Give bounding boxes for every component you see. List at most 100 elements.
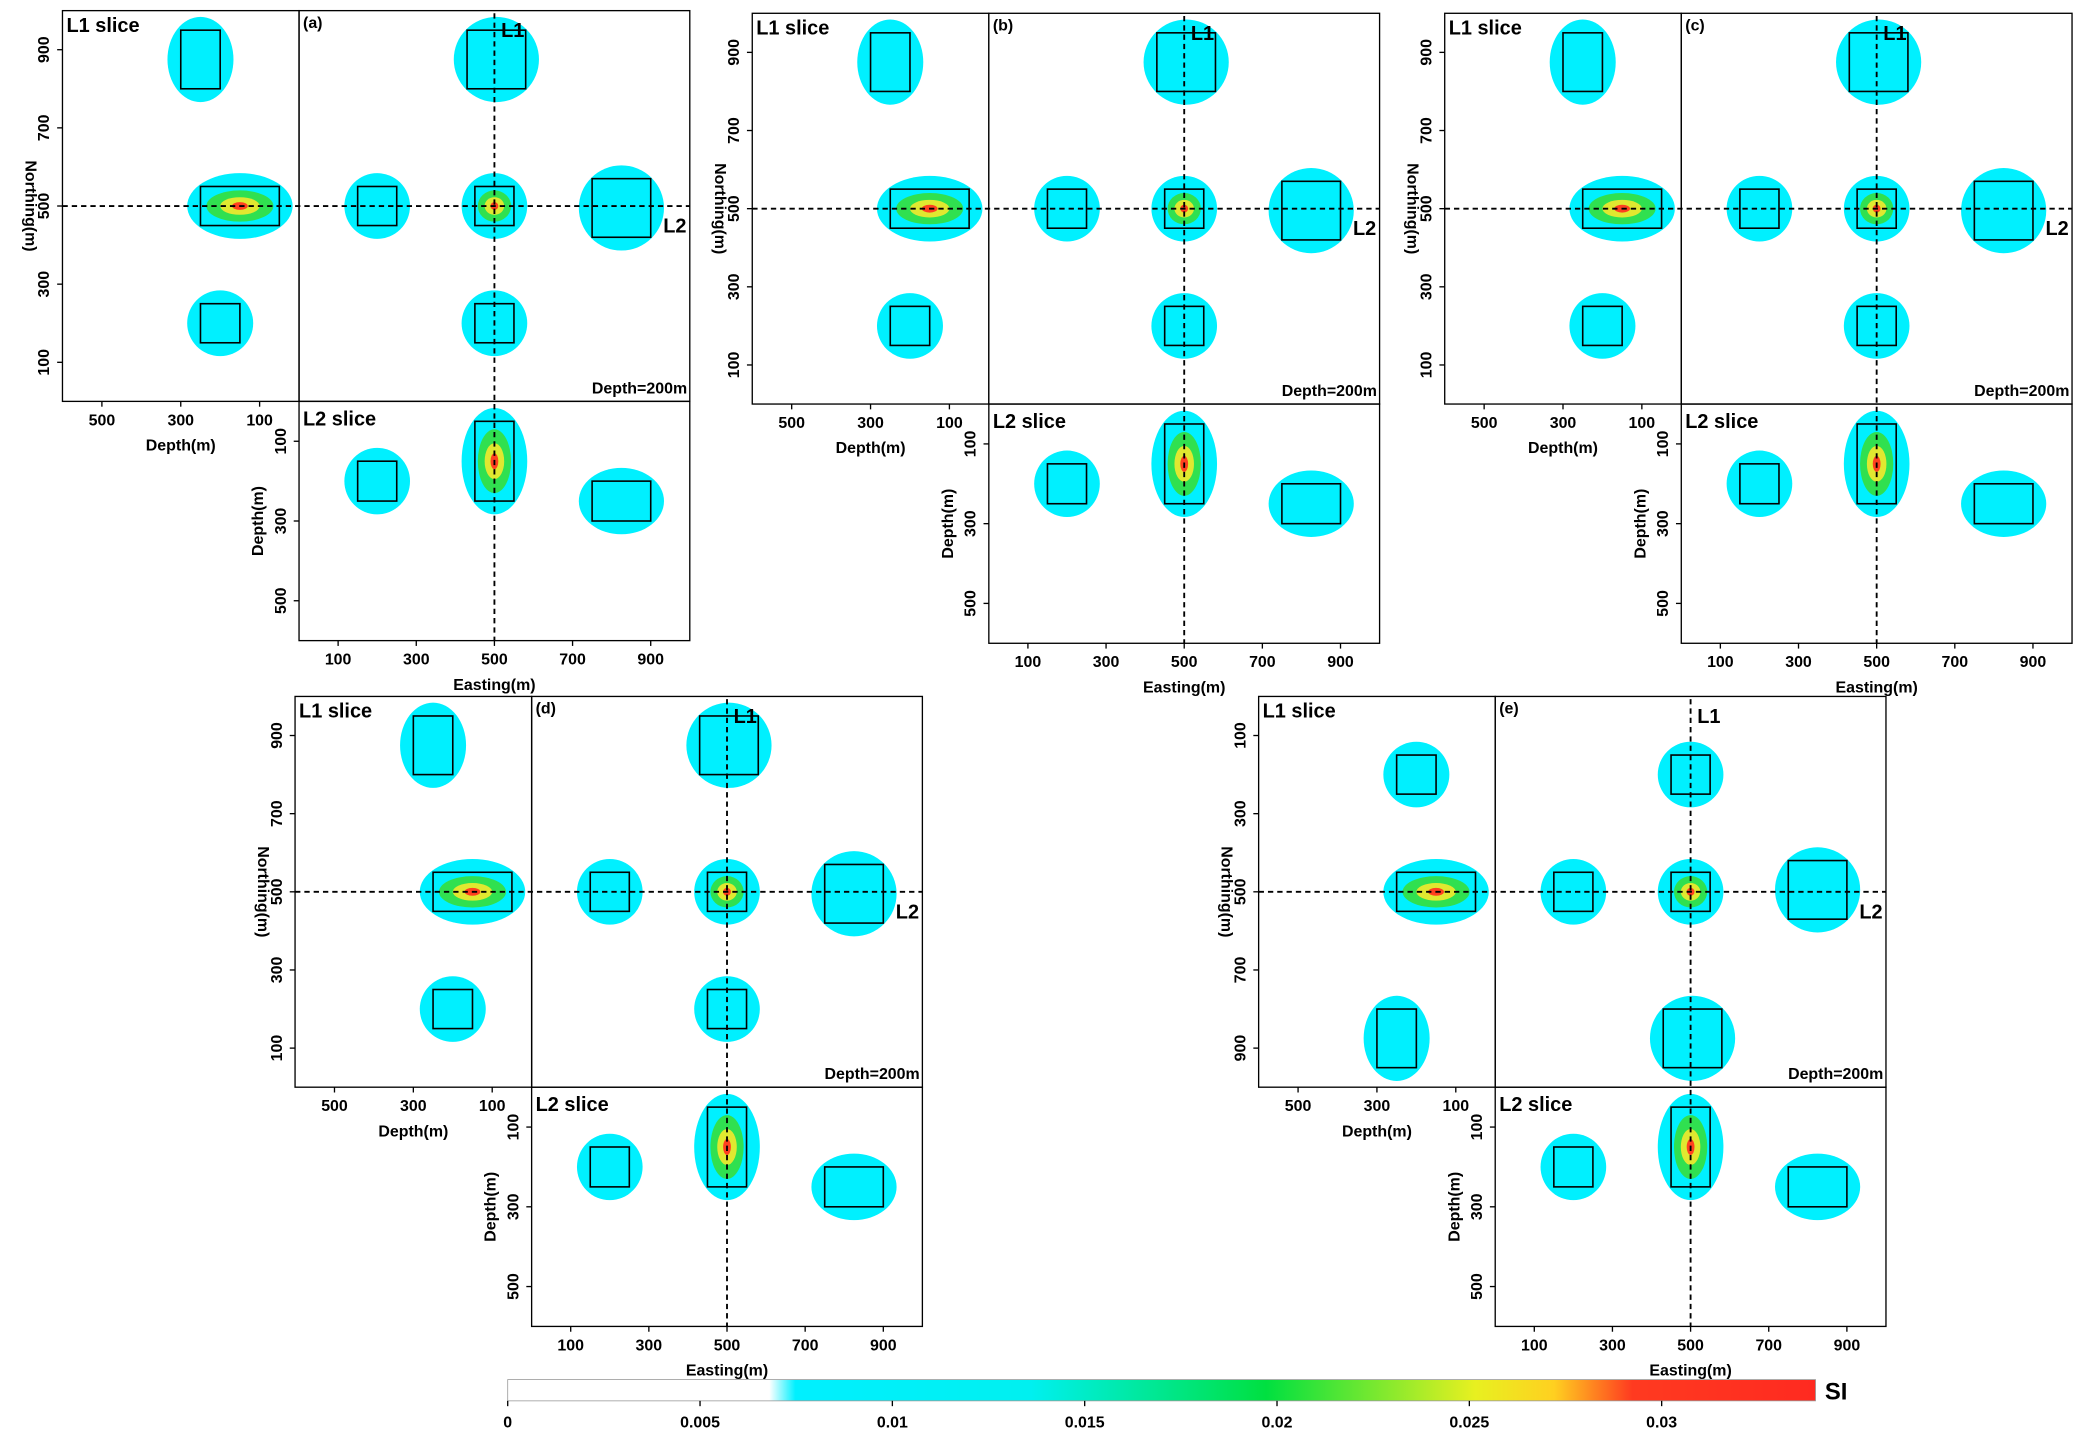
x-tick-label: 700: [792, 1337, 819, 1354]
profile-label: L2: [2045, 218, 2068, 240]
x-tick-label: 300: [167, 412, 194, 429]
y-tick-label: 700: [1232, 957, 1249, 984]
x-tick-label: 100: [246, 412, 273, 429]
anomaly: [1363, 995, 1430, 1081]
colorbar-tick-label: 0.03: [1646, 1414, 1677, 1431]
x-tick-label: 300: [1599, 1337, 1626, 1354]
y-tick-label: 100: [1655, 430, 1672, 457]
x-tick-label: 500: [321, 1098, 348, 1115]
depth-note: Depth=200m: [1974, 383, 2069, 400]
y-tick-label: 900: [269, 722, 286, 749]
x-tick-label: 500: [89, 412, 116, 429]
anomaly: [400, 702, 467, 788]
axis-label: Depth(m): [250, 486, 267, 556]
depth-note: Depth=200m: [1788, 1066, 1883, 1083]
prism: [1787, 859, 1848, 920]
x-tick-label: 900: [1327, 654, 1354, 671]
axis-label: Easting(m): [686, 1363, 768, 1380]
anomaly: [578, 467, 665, 535]
y-tick-label: 900: [1232, 1035, 1249, 1062]
colorbar: [507, 1379, 1816, 1402]
anomaly: [1549, 19, 1616, 105]
x-tick-label: 300: [1364, 1098, 1391, 1115]
panel: L1 L2 L1 slice L2 slice (c) Depth=200m 100 300 5…: [1403, 12, 2073, 696]
y-tick-label: 900: [1418, 39, 1435, 66]
anomaly: [453, 16, 539, 103]
x-tick-label: 300: [403, 652, 430, 669]
prism: [1395, 754, 1437, 795]
panel: L1 L2 L1 slice L2 slice (b) Depth=200m 100 300 5…: [711, 12, 1381, 696]
y-tick-label: 500: [505, 1273, 522, 1300]
axis-label: Depth(m): [1528, 440, 1598, 457]
prism: [1787, 1166, 1848, 1208]
anomaly: [344, 173, 411, 239]
prism: [1281, 180, 1342, 241]
y-tick-label: 500: [1232, 878, 1249, 905]
panel-label: (b): [993, 18, 1013, 35]
y-tick-label: 100: [36, 349, 53, 376]
anomaly: [686, 702, 772, 788]
profile-label: L1: [1697, 706, 1720, 728]
axis-label: Depth(m): [836, 440, 906, 457]
prism: [869, 32, 911, 93]
prism: [589, 871, 631, 913]
prism: [1156, 32, 1217, 93]
x-tick-label: 500: [1471, 415, 1498, 432]
depth-note: Depth=200m: [592, 380, 687, 397]
y-tick-label: 100: [1418, 352, 1435, 379]
prism: [179, 29, 221, 90]
y-tick-label: 300: [1655, 510, 1672, 537]
axis-label: Northing(m): [711, 163, 728, 254]
prism: [823, 1166, 885, 1208]
y-tick-label: 500: [1655, 590, 1672, 617]
anomaly: [1268, 470, 1354, 537]
y-tick-label: 100: [1469, 1114, 1486, 1141]
y-tick-label: 700: [1418, 117, 1435, 144]
slice-title: L1 slice: [1449, 18, 1522, 40]
x-tick-label: 900: [870, 1337, 897, 1354]
y-tick-label: 100: [1232, 722, 1249, 749]
x-tick-label: 300: [636, 1337, 663, 1354]
x-tick-label: 500: [778, 415, 805, 432]
prism: [412, 715, 454, 776]
y-tick-label: 500: [726, 195, 743, 222]
x-tick-label: 100: [325, 652, 352, 669]
x-tick-label: 700: [1249, 654, 1276, 671]
prism: [356, 185, 398, 227]
prism: [1662, 1008, 1723, 1069]
anomaly: [1034, 450, 1100, 518]
x-tick-label: 100: [479, 1098, 506, 1115]
axis-label: Depth(m): [1342, 1123, 1412, 1140]
axis-label: Northing(m): [21, 160, 38, 251]
y-tick-label: 300: [1232, 800, 1249, 827]
x-tick-label: 300: [1550, 415, 1577, 432]
slice-title: L2 slice: [1685, 411, 1758, 433]
depth-note: Depth=200m: [824, 1066, 919, 1083]
prism: [356, 460, 398, 502]
slice-title: L1 slice: [66, 15, 139, 37]
x-tick-label: 500: [481, 652, 508, 669]
colorbar-tick-label: 0: [503, 1414, 512, 1431]
anomaly: [187, 290, 254, 357]
panel: L1 L2 L1 slice L2 slice (a) Depth=200m 100 300 5…: [21, 9, 691, 694]
y-tick-label: 100: [273, 428, 290, 455]
panel-label: (e): [1499, 701, 1518, 718]
anomaly: [1961, 168, 2047, 254]
anomaly: [1774, 1153, 1861, 1221]
x-tick-label: 100: [1629, 415, 1656, 432]
anomaly: [1540, 858, 1607, 925]
colorbar-tick-label: 0.015: [1065, 1414, 1105, 1431]
y-tick-label: 500: [269, 878, 286, 905]
anomaly: [811, 851, 897, 937]
anomaly: [1268, 168, 1354, 254]
x-tick-label: 300: [1785, 654, 1812, 671]
x-tick-label: 500: [1285, 1098, 1312, 1115]
y-tick-label: 100: [963, 430, 980, 457]
profile-label: L1: [734, 706, 757, 728]
y-tick-label: 900: [726, 39, 743, 66]
prism: [591, 177, 652, 239]
x-tick-label: 500: [1863, 654, 1890, 671]
depth-note: Depth=200m: [1282, 383, 1377, 400]
profile-label: L2: [1353, 218, 1376, 240]
